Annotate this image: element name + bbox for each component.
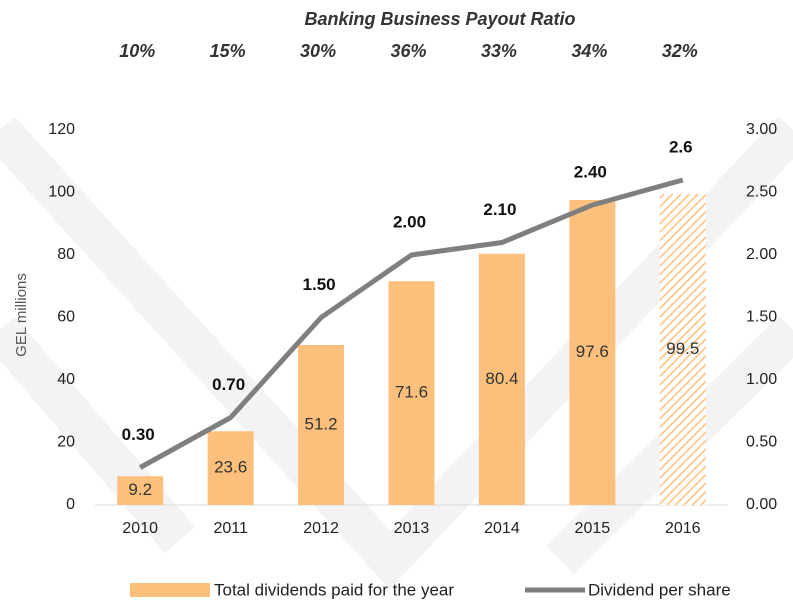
chart-title: Banking Business Payout Ratio [304, 9, 575, 29]
y-tick-label: 60 [57, 309, 75, 326]
line-label: 0.70 [212, 375, 245, 394]
bar-label: 99.5 [666, 339, 699, 358]
payout-ratio: 33% [481, 41, 517, 61]
x-tick-label: 2010 [122, 520, 158, 537]
y-tick-label: 80 [57, 246, 75, 263]
legend-swatch-bar [130, 583, 210, 597]
bar [207, 431, 254, 505]
x-tick-label: 2013 [394, 520, 430, 537]
y-axis-label: GEL millions [13, 273, 30, 357]
y-tick-label: 40 [57, 371, 75, 388]
bar [478, 253, 525, 505]
payout-ratio: 10% [119, 41, 155, 61]
line [139, 177, 684, 470]
x-tick-label: 2016 [665, 520, 701, 537]
bar-label: 97.6 [576, 342, 609, 361]
y-tick-label: 100 [48, 184, 75, 201]
y2-tick-label: 1.50 [746, 309, 777, 326]
line-label: 2.40 [574, 162, 607, 181]
legend-label: Dividend per share [588, 580, 731, 599]
payout-ratio: 32% [662, 41, 698, 61]
y-tick-label: 0 [66, 496, 75, 513]
payout-ratio: 15% [210, 41, 246, 61]
y2-tick-label: 0.00 [746, 496, 777, 513]
legend: Total dividends paid for the year Divide… [130, 580, 731, 599]
line-label: 2.6 [669, 137, 693, 156]
bar [569, 200, 616, 505]
line-label: 2.10 [483, 200, 516, 219]
line-label: 1.50 [303, 275, 336, 294]
y-tick-label: 120 [48, 121, 75, 138]
bar [659, 194, 706, 505]
y-tick-label: 20 [57, 434, 75, 451]
x-tick-label: 2012 [303, 520, 339, 537]
x-tick-label: 2014 [484, 520, 520, 537]
bar-label: 80.4 [485, 369, 518, 388]
payout-ratio: 36% [390, 41, 426, 61]
legend-label: Total dividends paid for the year [214, 580, 454, 599]
x-tick-label: 2015 [575, 520, 611, 537]
bar [388, 281, 435, 505]
payout-ratio: 34% [571, 41, 607, 61]
bar-label: 23.6 [214, 458, 247, 477]
bar-label: 51.2 [305, 414, 338, 433]
payout-ratio: 30% [300, 41, 336, 61]
y2-tick-label: 2.00 [746, 246, 777, 263]
y2-tick-label: 3.00 [746, 121, 777, 138]
x-tick-label: 2011 [213, 520, 248, 537]
bar [117, 476, 164, 505]
line-label: 0.30 [122, 425, 155, 444]
bar-label: 71.6 [395, 383, 428, 402]
y2-tick-label: 0.50 [746, 434, 777, 451]
y2-tick-label: 1.00 [746, 371, 777, 388]
line-label: 2.00 [393, 212, 426, 231]
bar-label: 9.2 [128, 480, 152, 499]
y2-tick-label: 2.50 [746, 184, 777, 201]
bar [298, 345, 345, 505]
